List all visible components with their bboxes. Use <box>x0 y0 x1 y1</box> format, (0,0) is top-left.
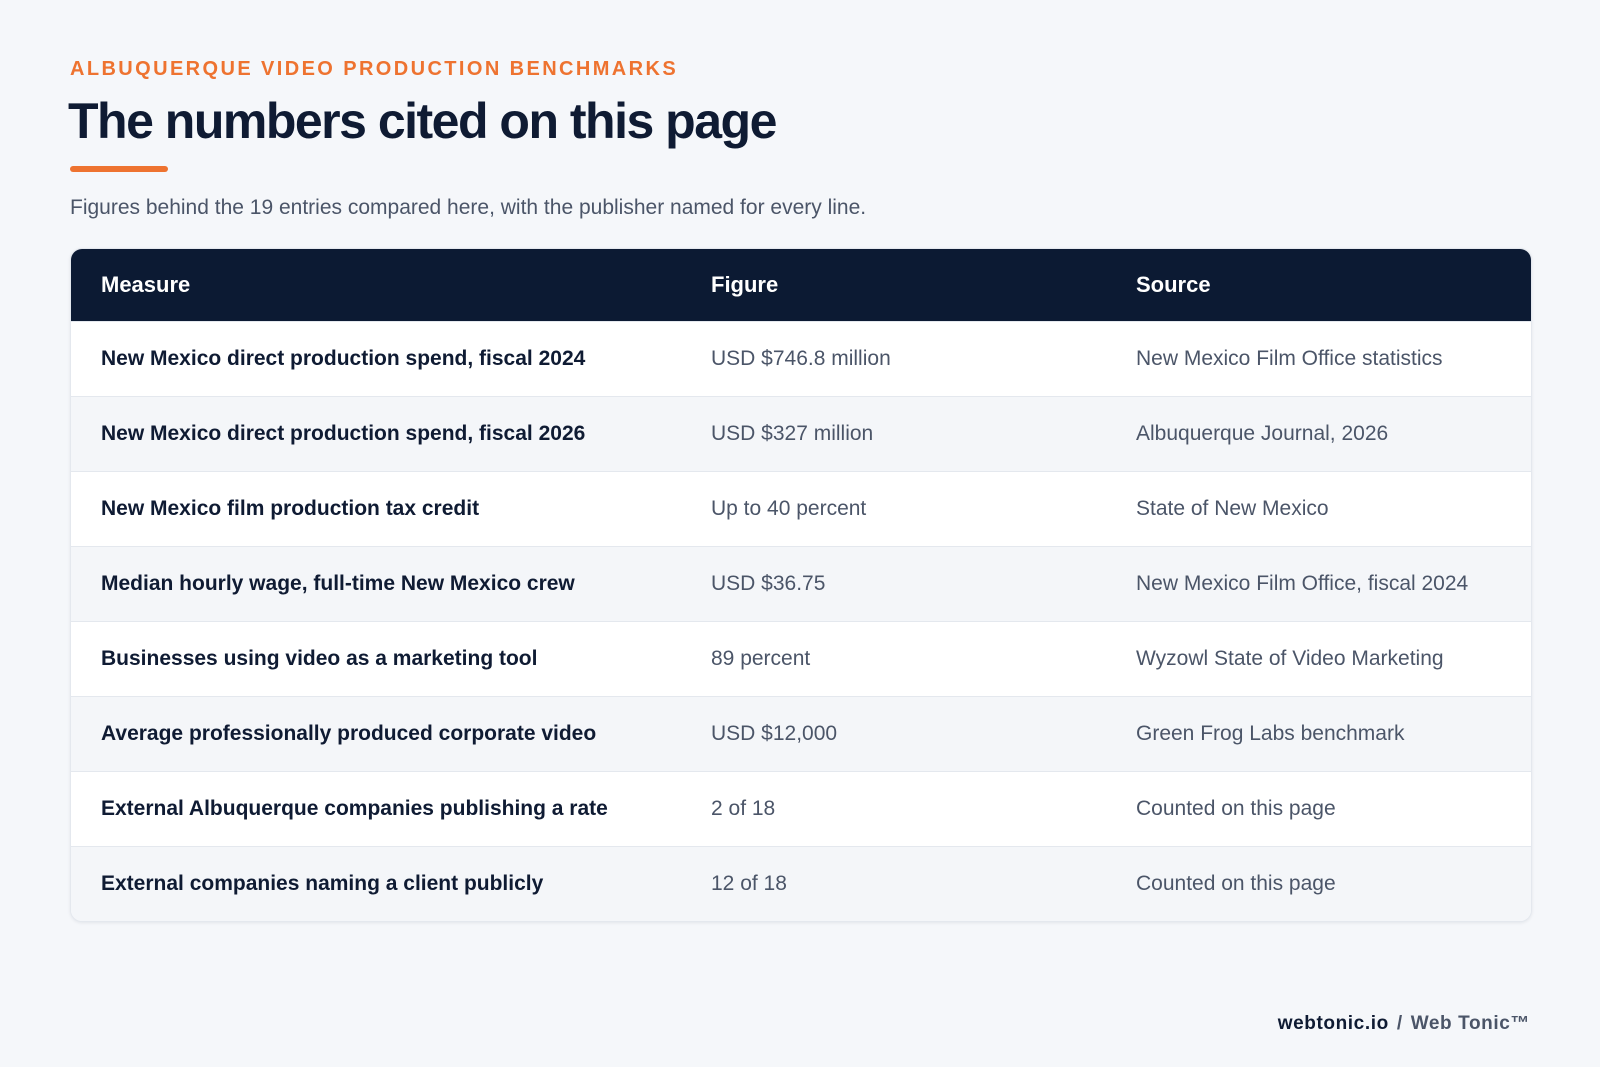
measure-cell: Median hourly wage, full-time New Mexico… <box>71 546 681 622</box>
subtitle: Figures behind the 19 entries compared h… <box>70 196 867 219</box>
figure-cell: 12 of 18 <box>681 846 1106 921</box>
figure-cell: USD $36.75 <box>681 546 1106 622</box>
table-row: New Mexico film production tax credit Up … <box>71 471 1531 547</box>
source-cell: Counted on this page <box>1106 846 1531 921</box>
footer-separator: / <box>1396 1013 1403 1034</box>
eyebrow: ALBUQUERQUE VIDEO PRODUCTION BENCHMARKS <box>70 58 679 80</box>
column-header: Figure <box>681 249 1106 322</box>
table-row: Average professionally produced corporat… <box>71 696 1531 772</box>
source-cell: State of New Mexico <box>1106 471 1531 547</box>
figure-cell: USD $327 million <box>681 396 1106 472</box>
measure-cell: New Mexico direct production spend, fisc… <box>71 396 681 472</box>
measure-cell: Businesses using video as a marketing to… <box>71 621 681 697</box>
figure-cell: 89 percent <box>681 621 1106 697</box>
table-row: Median hourly wage, full-time New Mexico… <box>71 546 1531 622</box>
measure-cell: Average professionally produced corporat… <box>71 696 681 772</box>
table-row: New Mexico direct production spend, fisc… <box>71 396 1531 472</box>
source-cell: Counted on this page <box>1106 771 1531 847</box>
table-card: Measure Figure Source New Mexico direct pr… <box>70 248 1532 922</box>
table-row: External companies naming a client publi… <box>71 846 1531 921</box>
figure-cell: USD $12,000 <box>681 696 1106 772</box>
title: The numbers cited on this page <box>68 93 777 149</box>
figure-cell: 2 of 18 <box>681 771 1106 847</box>
table-row: External Albuquerque companies publishin… <box>71 771 1531 847</box>
measure-cell: External companies naming a client publi… <box>71 846 681 921</box>
measure-cell: New Mexico film production tax credit <box>71 471 681 547</box>
source-cell: New Mexico Film Office statistics <box>1106 321 1531 397</box>
column-header: Measure <box>71 249 681 322</box>
footer: webtonic.io / Web Tonic™ <box>1278 1013 1530 1035</box>
source-cell: Albuquerque Journal, 2026 <box>1106 396 1531 472</box>
measure-cell: External Albuquerque companies publishin… <box>71 771 681 847</box>
source-cell: Green Frog Labs benchmark <box>1106 696 1531 772</box>
source-cell: Wyzowl State of Video Marketing <box>1106 621 1531 697</box>
table-row: New Mexico direct production spend, fisc… <box>71 321 1531 397</box>
table-row: Businesses using video as a marketing to… <box>71 621 1531 697</box>
column-header: Source <box>1106 249 1531 322</box>
measure-cell: New Mexico direct production spend, fisc… <box>71 321 681 397</box>
footer-domain: webtonic.io <box>1277 1013 1389 1034</box>
source-cell: New Mexico Film Office, fiscal 2024 <box>1106 546 1531 622</box>
table: Measure Figure Source New Mexico direct pr… <box>71 249 1531 921</box>
footer-brand: Web Tonic™ <box>1410 1013 1530 1034</box>
figure-cell: Up to 40 percent <box>681 471 1106 547</box>
header-row: Measure Figure Source <box>71 249 1531 322</box>
accent-bar <box>70 166 168 172</box>
figure-cell: USD $746.8 million <box>681 321 1106 397</box>
